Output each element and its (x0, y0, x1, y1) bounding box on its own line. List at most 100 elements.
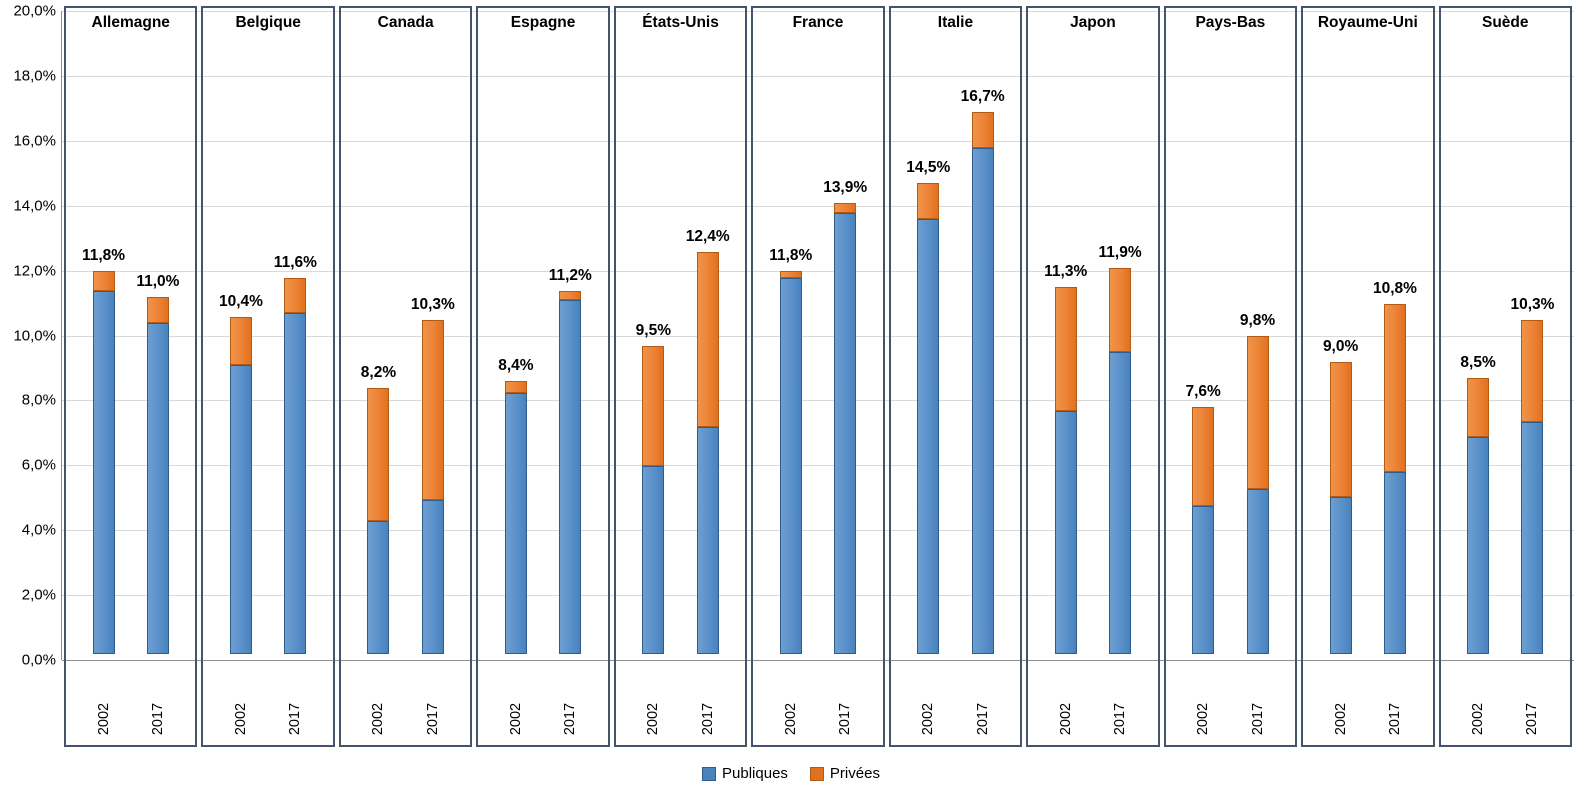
legend-item[interactable]: Publiques (702, 765, 788, 782)
bar-segment-privees[interactable] (1192, 407, 1215, 507)
bar-segment-publiques[interactable] (779, 277, 802, 654)
legend-label: Publiques (722, 765, 788, 782)
bar-segment-publiques[interactable] (421, 499, 444, 654)
bar-segment-publiques[interactable] (917, 219, 940, 654)
stacked-bar[interactable] (229, 316, 252, 654)
stacked-bar[interactable] (504, 381, 527, 654)
bar-segment-publiques[interactable] (971, 147, 994, 654)
bar-segment-publiques[interactable] (1109, 352, 1132, 654)
country-panel: Belgique 2002 2017 10,4% 11,6% (201, 6, 335, 747)
stacked-bar[interactable] (642, 345, 665, 654)
stacked-bar[interactable] (284, 277, 307, 654)
stacked-bar[interactable] (1109, 267, 1132, 654)
bar-segment-publiques[interactable] (559, 300, 582, 654)
bar-segment-privees[interactable] (284, 277, 307, 314)
bar-segment-privees[interactable] (146, 297, 169, 324)
bar-total-label: 11,8% (81, 247, 126, 265)
x-axis-year-label: 2017 (424, 702, 441, 736)
bar-segment-publiques[interactable] (1467, 436, 1490, 654)
x-axis-year-label: 2017 (1249, 702, 1266, 736)
bar-total-label: 11,8% (769, 247, 813, 265)
bar-segment-privees[interactable] (1521, 319, 1544, 422)
bar-segment-privees[interactable] (971, 112, 994, 148)
x-axis-year-label: 2002 (370, 702, 387, 736)
gridline (62, 335, 1574, 337)
stacked-bar[interactable] (917, 183, 940, 654)
stacked-bar[interactable] (367, 387, 390, 654)
bar-total-label: 10,8% (1373, 279, 1417, 297)
bar-segment-privees[interactable] (504, 381, 527, 393)
bar-segment-privees[interactable] (421, 319, 444, 500)
bar-segment-publiques[interactable] (642, 465, 665, 654)
bar-segment-publiques[interactable] (1246, 488, 1269, 654)
bar-segment-publiques[interactable] (367, 520, 390, 654)
bar-segment-privees[interactable] (917, 183, 940, 220)
country-panel: Allemagne 2002 2017 11,8% 11,0% (64, 6, 198, 747)
bar-segment-privees[interactable] (779, 271, 802, 278)
bar-total-label: 12,4% (685, 227, 730, 245)
stacked-bar[interactable] (779, 271, 802, 654)
bar-total-label: 8,4% (498, 357, 534, 375)
panel-title: Royaume-Uni (1317, 14, 1418, 31)
stacked-bar[interactable] (421, 319, 444, 654)
gridline (62, 595, 1574, 597)
stacked-bar[interactable] (834, 202, 857, 654)
panel-row: Allemagne 2002 2017 11,8% 11,0% Belgique 2002 2… (62, 6, 1574, 747)
country-panel: États-Unis 2002 2017 9,5% 12,4% (613, 6, 748, 747)
stacked-bar[interactable] (1246, 336, 1269, 654)
bar-segment-publiques[interactable] (146, 323, 169, 654)
bar-segment-publiques[interactable] (1054, 410, 1077, 654)
bar-segment-publiques[interactable] (1521, 421, 1544, 654)
bar-segment-privees[interactable] (1246, 336, 1269, 489)
stacked-bar[interactable] (1383, 303, 1406, 654)
x-axis-year-label: 2017 (837, 702, 854, 736)
bar-segment-privees[interactable] (1054, 287, 1077, 411)
bar-segment-privees[interactable] (367, 387, 390, 521)
bar-segment-publiques[interactable] (92, 290, 115, 654)
stacked-bar[interactable] (696, 251, 719, 654)
bar-total-label: 8,5% (1460, 354, 1496, 372)
stacked-bar[interactable] (1192, 407, 1215, 654)
stacked-bar[interactable] (1054, 287, 1077, 654)
stacked-bar[interactable] (1329, 361, 1352, 654)
bar-total-label: 13,9% (823, 178, 868, 196)
bar-segment-privees[interactable] (642, 345, 665, 466)
bar-segment-publiques[interactable] (696, 426, 719, 654)
stacked-bar[interactable] (92, 271, 115, 654)
y-axis-tick-label: 14,0% (13, 197, 56, 215)
bar-segment-publiques[interactable] (284, 313, 307, 654)
panel-title: Pays-Bas (1195, 14, 1266, 31)
stacked-bar[interactable] (1467, 378, 1490, 654)
stacked-bar[interactable] (559, 290, 582, 654)
bar-segment-privees[interactable] (92, 271, 115, 291)
x-axis-year-label: 2017 (699, 702, 716, 736)
country-panel: Italie 2002 2017 14,5% 16,7% (888, 6, 1023, 747)
bar-segment-publiques[interactable] (504, 392, 527, 654)
stacked-bar[interactable] (1521, 319, 1544, 654)
bar-segment-privees[interactable] (696, 251, 719, 427)
panel-title: Suède (1482, 14, 1529, 31)
bar-segment-publiques[interactable] (834, 212, 857, 654)
country-panel: Espagne 2002 2017 8,4% 11,2% (476, 6, 610, 747)
bar-segment-privees[interactable] (1329, 361, 1352, 497)
x-axis-year-label: 2002 (507, 702, 524, 736)
legend-item[interactable]: Privées (809, 765, 880, 782)
bar-segment-privees[interactable] (559, 290, 582, 301)
bar-segment-publiques[interactable] (1329, 496, 1352, 654)
bar-segment-publiques[interactable] (229, 365, 252, 654)
bar-segment-publiques[interactable] (1192, 506, 1215, 654)
x-axis-year-label: 2002 (95, 702, 112, 736)
x-axis-year-label: 2017 (1386, 702, 1403, 736)
bar-segment-privees[interactable] (1467, 378, 1490, 437)
x-axis-year-label: 2017 (562, 702, 579, 736)
stacked-bar[interactable] (146, 297, 169, 654)
stacked-bar[interactable] (971, 112, 994, 654)
bar-segment-privees[interactable] (834, 202, 857, 213)
bar-segment-privees[interactable] (1109, 267, 1132, 353)
y-axis-tick-label: 8,0% (21, 391, 56, 409)
bar-segment-publiques[interactable] (1383, 472, 1406, 654)
bar-segment-privees[interactable] (1383, 303, 1406, 473)
legend-label: Privées (829, 765, 880, 782)
bar-segment-privees[interactable] (229, 316, 252, 366)
